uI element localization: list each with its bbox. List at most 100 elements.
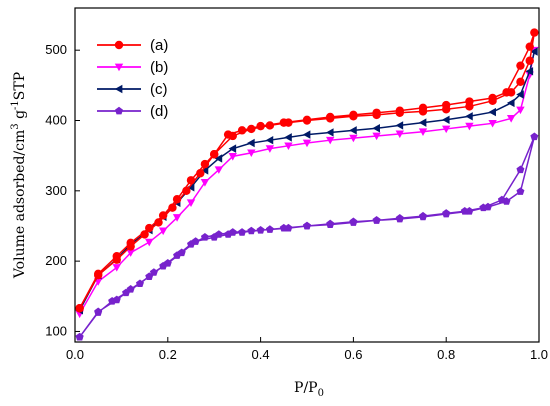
data-point <box>224 230 233 238</box>
data-point <box>516 187 525 195</box>
data-point <box>145 238 154 247</box>
data-point <box>488 93 497 103</box>
data-point <box>516 106 525 115</box>
data-point <box>247 149 256 158</box>
data-point <box>442 100 451 110</box>
data-point <box>172 214 182 222</box>
data-point <box>256 226 265 234</box>
data-point <box>418 128 428 136</box>
data-point <box>126 249 135 257</box>
data-point <box>256 121 265 131</box>
data-point <box>326 128 334 137</box>
data-point <box>265 135 274 145</box>
data-point <box>488 107 496 117</box>
data-point <box>200 166 209 175</box>
data-point <box>214 154 223 163</box>
data-point <box>108 297 117 305</box>
data-point <box>419 211 427 220</box>
data-point <box>238 228 247 236</box>
data-point <box>75 332 84 341</box>
data-point <box>442 125 451 134</box>
data-point <box>115 106 123 115</box>
data-point <box>191 237 200 245</box>
data-point <box>247 138 255 148</box>
data-point <box>502 88 511 97</box>
data-point <box>177 248 186 257</box>
legend-item: (c) <box>97 81 168 98</box>
data-point <box>247 124 256 134</box>
data-point <box>237 126 247 135</box>
data-point <box>395 121 404 130</box>
data-point <box>326 136 335 145</box>
data-point <box>265 145 275 153</box>
series-2 <box>75 47 538 315</box>
y-tick-label: 400 <box>45 113 67 128</box>
data-point <box>349 110 358 120</box>
data-point <box>279 223 288 232</box>
data-point <box>114 40 124 50</box>
data-point <box>186 183 195 192</box>
series-3 <box>75 132 539 341</box>
data-point <box>395 214 404 222</box>
data-point <box>94 271 103 280</box>
data-point <box>516 90 524 99</box>
data-point <box>200 179 210 187</box>
data-point <box>530 28 539 37</box>
series-line <box>78 32 536 309</box>
series-layer <box>75 28 539 341</box>
data-point <box>395 106 404 115</box>
y-tick-label: 500 <box>45 42 67 57</box>
data-point <box>516 165 525 174</box>
data-point <box>372 132 381 141</box>
y-tick-label: 200 <box>45 253 67 268</box>
legend-label: (d) <box>150 103 168 120</box>
data-point <box>140 230 149 239</box>
data-point <box>154 218 163 227</box>
data-point <box>372 216 381 224</box>
data-point <box>395 130 404 139</box>
data-point <box>326 112 335 122</box>
data-point <box>506 115 516 123</box>
data-point <box>479 203 488 212</box>
data-point <box>75 304 84 313</box>
data-point <box>149 268 158 276</box>
tick-layer: 0.0 0.2 0.4 0.6 0.8 1.0 100 200 300 400 500 <box>45 42 548 362</box>
x-tick-label: 0.2 <box>159 347 177 362</box>
data-point <box>112 255 121 264</box>
series-line <box>78 51 536 311</box>
data-point <box>158 227 168 236</box>
data-point <box>326 219 335 228</box>
data-point <box>302 139 312 148</box>
data-point <box>114 63 124 72</box>
legend-item: (d) <box>97 103 168 120</box>
data-point <box>210 233 219 241</box>
data-point <box>530 47 538 56</box>
legend-label: (a) <box>150 37 168 54</box>
data-point <box>114 84 123 94</box>
data-point <box>284 142 293 151</box>
data-point <box>186 176 196 185</box>
data-point <box>94 308 103 316</box>
data-point <box>465 97 474 106</box>
data-point <box>284 133 292 142</box>
data-point <box>349 126 357 135</box>
data-point <box>168 203 177 212</box>
y-tick-label: 300 <box>45 183 67 198</box>
x-tick-label: 0.0 <box>66 347 84 362</box>
data-point <box>122 288 131 297</box>
data-point <box>196 169 205 178</box>
data-point <box>516 61 525 70</box>
data-point <box>126 242 135 251</box>
data-point <box>210 150 219 159</box>
data-point <box>228 153 237 161</box>
data-point <box>186 199 196 207</box>
legend-label: (b) <box>150 59 168 76</box>
data-point <box>145 223 154 233</box>
data-point <box>442 209 451 217</box>
data-point <box>112 264 121 272</box>
data-point <box>265 225 274 233</box>
data-point <box>223 130 233 139</box>
data-point <box>200 233 209 241</box>
data-point <box>172 195 182 204</box>
data-point <box>525 42 534 51</box>
